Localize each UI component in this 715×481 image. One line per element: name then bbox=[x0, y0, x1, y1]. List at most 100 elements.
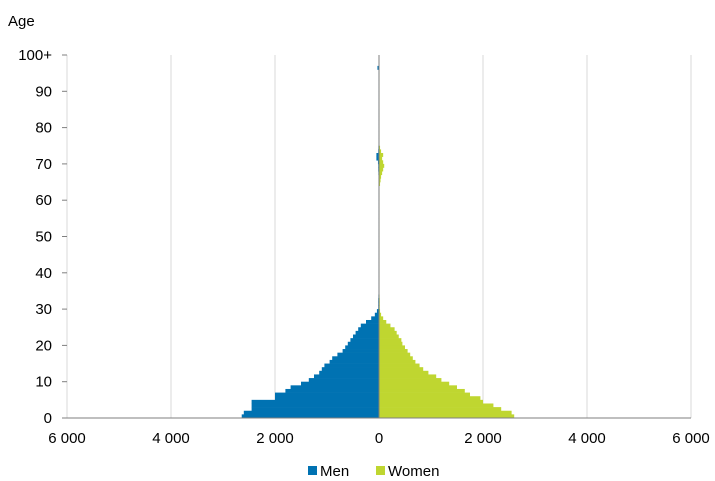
women-bar-age-16 bbox=[379, 356, 413, 361]
women-bar-age-0 bbox=[379, 414, 515, 419]
men-bar-age-29 bbox=[376, 309, 379, 314]
y-tick-label: 50 bbox=[35, 229, 52, 246]
men-bar-age-2 bbox=[251, 407, 379, 412]
men-bar-age-10 bbox=[308, 378, 379, 382]
men-legend-swatch bbox=[308, 466, 317, 475]
y-tick-label: 90 bbox=[35, 83, 52, 100]
women-bar-age-4 bbox=[379, 399, 483, 404]
y-tick-label: 80 bbox=[35, 120, 52, 137]
women-bar-age-28 bbox=[379, 312, 382, 317]
women-bar-age-2 bbox=[379, 407, 502, 412]
men-bar-age-27 bbox=[371, 316, 379, 321]
men-bar-age-26 bbox=[366, 319, 379, 324]
men-bar-age-9 bbox=[301, 381, 379, 386]
men-bar-age-14 bbox=[324, 363, 379, 368]
women-bar-age-18 bbox=[379, 349, 408, 353]
men-bar-age-3 bbox=[251, 403, 379, 408]
gridlines bbox=[66, 55, 692, 418]
women-bar-age-24 bbox=[379, 327, 395, 332]
women-bar-age-73 bbox=[379, 149, 382, 154]
women-bar-age-25 bbox=[379, 323, 391, 328]
women-bar-age-19 bbox=[379, 345, 405, 350]
men-bar-age-19 bbox=[345, 345, 379, 350]
x-tick-label: 2 000 bbox=[464, 430, 502, 447]
x-tick-label: 6 000 bbox=[48, 430, 86, 447]
women-bar-age-20 bbox=[379, 341, 403, 346]
women-bar-age-22 bbox=[379, 334, 399, 339]
men-bar-age-0 bbox=[241, 414, 379, 419]
women-bar-age-10 bbox=[379, 378, 442, 382]
y-tick-label: 10 bbox=[35, 374, 52, 391]
men-bar-age-23 bbox=[355, 330, 379, 335]
y-tick-labels: 0 10 20 30 40 50 60 70 80 90 100+ bbox=[18, 47, 52, 427]
y-axis-title: Age bbox=[8, 13, 35, 30]
women-bar-age-1 bbox=[379, 410, 512, 415]
men-bar-age-16 bbox=[332, 356, 379, 361]
women-legend-label: Women bbox=[388, 463, 439, 480]
men-bar-age-21 bbox=[350, 338, 379, 343]
x-tick-label: 4 000 bbox=[568, 430, 606, 447]
men-bar-age-4 bbox=[251, 399, 379, 404]
y-tick-label: 0 bbox=[44, 410, 52, 427]
men-bar-age-15 bbox=[329, 359, 379, 364]
women-bar-age-9 bbox=[379, 381, 450, 386]
women-bar-age-66 bbox=[379, 174, 382, 179]
men-bar-age-7 bbox=[285, 388, 379, 393]
men-bar-age-25 bbox=[360, 323, 379, 328]
men-bar-age-24 bbox=[358, 327, 379, 332]
men-bar-age-8 bbox=[290, 385, 379, 390]
women-bar-age-64 bbox=[379, 182, 381, 186]
men-bars bbox=[241, 55, 379, 419]
men-bar-age-22 bbox=[353, 334, 379, 339]
men-bar-age-5 bbox=[275, 396, 379, 401]
men-bar-age-70 bbox=[377, 160, 379, 165]
y-tick-label: 30 bbox=[35, 301, 52, 318]
women-bar-age-72 bbox=[379, 153, 384, 157]
men-bar-age-13 bbox=[321, 367, 379, 372]
x-tick-label: 6 000 bbox=[672, 430, 710, 447]
women-bar-age-15 bbox=[379, 359, 416, 364]
women-bar-age-5 bbox=[379, 396, 481, 401]
men-bar-age-6 bbox=[275, 392, 379, 397]
women-bar-age-67 bbox=[379, 171, 383, 176]
men-bar-age-71 bbox=[376, 156, 379, 161]
women-bar-age-29 bbox=[379, 309, 381, 314]
women-bar-age-6 bbox=[379, 392, 470, 397]
x-tick-labels: 6 000 4 000 2 000 0 2 000 4 000 6 000 bbox=[48, 430, 710, 447]
women-bar-age-12 bbox=[379, 370, 429, 375]
y-tick-label: 20 bbox=[35, 337, 52, 354]
men-bar-age-18 bbox=[342, 349, 379, 353]
women-bar-age-65 bbox=[379, 178, 381, 183]
women-bar-age-8 bbox=[379, 385, 457, 390]
men-bar-age-17 bbox=[337, 352, 379, 357]
women-bar-age-69 bbox=[379, 163, 385, 168]
y-tick-label: 60 bbox=[35, 192, 52, 209]
women-bar-age-17 bbox=[379, 352, 411, 357]
men-bar-age-72 bbox=[376, 153, 379, 157]
women-bar-age-13 bbox=[379, 367, 424, 372]
y-tick-label: 40 bbox=[35, 265, 52, 282]
women-legend-swatch bbox=[376, 466, 385, 475]
women-bar-age-3 bbox=[379, 403, 494, 408]
men-bar-age-96 bbox=[377, 65, 379, 70]
women-bar-age-70 bbox=[379, 160, 384, 165]
men-bar-age-11 bbox=[314, 374, 379, 379]
women-bar-age-23 bbox=[379, 330, 397, 335]
women-bars bbox=[379, 55, 515, 419]
women-bar-age-27 bbox=[379, 316, 384, 321]
women-bar-age-21 bbox=[379, 338, 402, 343]
legend: Men Women bbox=[308, 463, 439, 480]
men-bar-age-28 bbox=[374, 312, 379, 317]
women-bar-age-11 bbox=[379, 374, 437, 379]
x-tick-label: 4 000 bbox=[152, 430, 190, 447]
men-bar-age-1 bbox=[243, 410, 379, 415]
x-tick-label: 0 bbox=[375, 430, 383, 447]
women-bar-age-74 bbox=[379, 145, 381, 150]
y-tick-label: 100+ bbox=[18, 47, 52, 64]
men-bar-age-20 bbox=[347, 341, 379, 346]
men-bar-age-12 bbox=[319, 370, 379, 375]
y-tick-label: 70 bbox=[35, 156, 52, 173]
women-bar-age-7 bbox=[379, 388, 465, 393]
axes bbox=[62, 54, 691, 419]
